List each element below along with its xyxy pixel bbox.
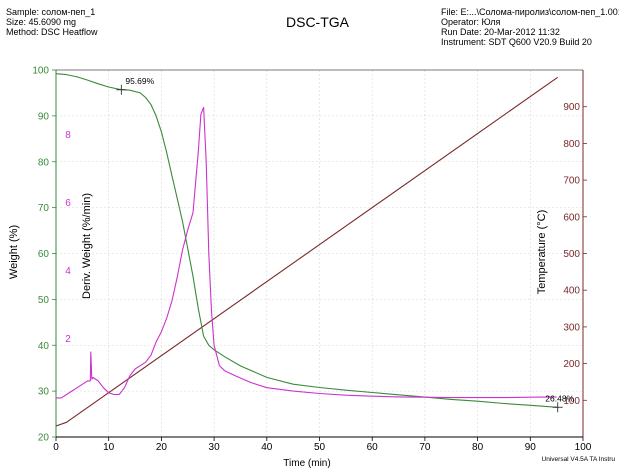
weight-series-line bbox=[55, 73, 558, 408]
x-tick-label: 40 bbox=[261, 442, 273, 453]
y-left-tick-label: 50 bbox=[38, 295, 50, 306]
operator-label: Operator: Юля bbox=[441, 17, 501, 27]
y-right-tick-label: 100 bbox=[563, 396, 580, 407]
annotation-label: 26.48% bbox=[545, 393, 574, 403]
y-left-tick-label: 20 bbox=[38, 433, 50, 444]
y-right-tick-label: 300 bbox=[563, 322, 580, 333]
y-right-tick-label: 600 bbox=[563, 212, 580, 223]
y-right-tick-label: 700 bbox=[563, 176, 580, 187]
y-right-tick-label: 900 bbox=[563, 102, 580, 113]
run-info-left: Sample: солом-пеп_1 Size: 45.6090 mg Met… bbox=[6, 7, 98, 37]
deriv-series-line bbox=[56, 106, 557, 399]
y-axis-right-label: Temperature (°C) bbox=[536, 210, 548, 294]
file-label: File: E:...\Солома-пиролиз\солом-пеп_1.0… bbox=[441, 7, 619, 17]
axes: 0 10 20 30 40 50 60 70 80 90 100 20 30 40 50 60 70 80 90 10… bbox=[32, 66, 591, 454]
y-left-tick-label: 70 bbox=[38, 203, 50, 214]
y-left-tick-label: 90 bbox=[38, 111, 50, 122]
software-footer: Universal V4.5A TA Instru bbox=[541, 456, 615, 463]
y-deriv-tick-label: 4 bbox=[65, 266, 71, 277]
x-tick-label: 60 bbox=[367, 442, 379, 453]
x-tick-label: 100 bbox=[575, 442, 592, 453]
y-deriv-tick-label: 2 bbox=[65, 334, 71, 345]
temperature-series-line bbox=[55, 76, 559, 427]
y-left-tick-label: 80 bbox=[38, 157, 50, 168]
series-layer bbox=[55, 73, 559, 427]
annotations: 95.69% 26.48% bbox=[116, 76, 575, 413]
x-tick-label: 10 bbox=[103, 442, 115, 453]
x-tick-label: 30 bbox=[209, 442, 221, 453]
x-tick-label: 90 bbox=[525, 442, 537, 453]
x-tick-label: 0 bbox=[53, 442, 59, 453]
y-right-tick-label: 800 bbox=[563, 139, 580, 150]
method-label: Method: DSC Heatflow bbox=[6, 27, 98, 37]
grid bbox=[55, 69, 584, 438]
y-axis-deriv-label: Deriv. Weight (%/min) bbox=[81, 193, 93, 299]
y-left-tick-label: 30 bbox=[38, 387, 50, 398]
y-left-tick-label: 60 bbox=[38, 249, 50, 260]
annotation-label: 95.69% bbox=[125, 76, 154, 86]
y-axis-left-label: Weight (%) bbox=[8, 225, 20, 279]
y-left-tick-label: 40 bbox=[38, 341, 50, 352]
x-axis-label: Time (min) bbox=[283, 458, 330, 468]
chart-title: DSC-TGA bbox=[286, 14, 349, 30]
run-info-right: File: E:...\Солома-пиролиз\солом-пеп_1.0… bbox=[441, 7, 619, 47]
y-deriv-tick-label: 8 bbox=[65, 130, 71, 141]
y-right-tick-label: 200 bbox=[563, 359, 580, 370]
sample-label: Sample: солом-пеп_1 bbox=[6, 7, 96, 17]
y-left-tick-label: 100 bbox=[32, 66, 49, 77]
y-right-tick-label: 400 bbox=[563, 286, 580, 297]
y-deriv-tick-label: 6 bbox=[65, 198, 71, 209]
instrument-label: Instrument: SDT Q600 V20.9 Build 20 bbox=[441, 37, 592, 47]
run-date-label: Run Date: 20-Mar-2012 11:32 bbox=[441, 27, 560, 37]
x-tick-label: 70 bbox=[419, 442, 431, 453]
size-label: Size: 45.6090 mg bbox=[6, 17, 77, 27]
x-tick-label: 80 bbox=[472, 442, 484, 453]
y-right-tick-label: 500 bbox=[563, 249, 580, 260]
x-tick-label: 50 bbox=[314, 442, 326, 453]
x-tick-label: 20 bbox=[156, 442, 168, 453]
